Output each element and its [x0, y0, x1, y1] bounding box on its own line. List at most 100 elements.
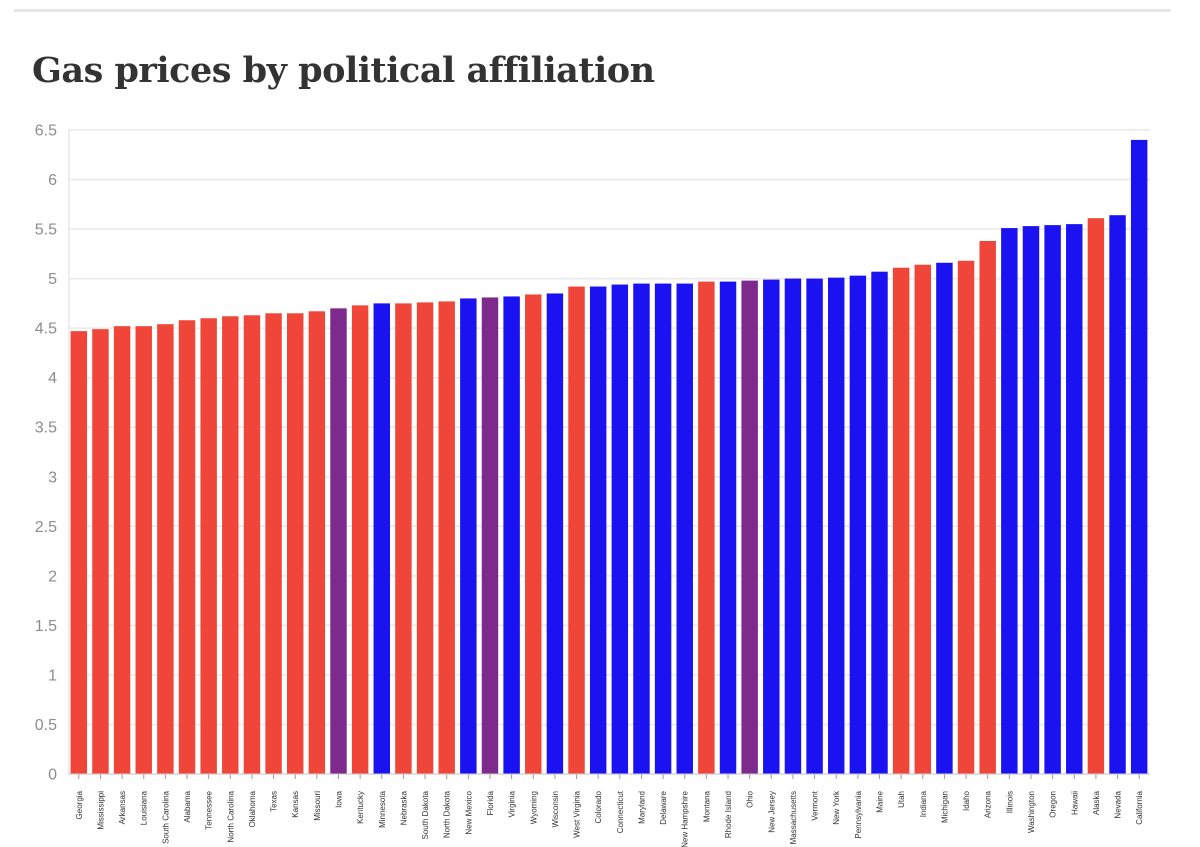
x-tick-label: Oregon — [1049, 791, 1058, 818]
x-tick-label: Iowa — [335, 790, 344, 807]
x-tick-label: Idaho — [962, 790, 971, 811]
bar — [178, 320, 196, 774]
y-tick-label: 2 — [48, 568, 57, 585]
y-tick-label: 3 — [48, 469, 57, 486]
bar — [1087, 218, 1105, 774]
x-tick-label: Massachusetts — [789, 791, 798, 844]
bar — [1022, 226, 1040, 774]
y-tick-label: 4 — [48, 370, 57, 387]
y-tick-label: 6.5 — [35, 123, 57, 140]
x-tick-label: Tennessee — [205, 790, 214, 829]
bar — [957, 260, 975, 775]
x-tick-label: Arkansas — [118, 791, 127, 824]
bar — [719, 281, 737, 774]
bar — [135, 326, 152, 774]
x-tick-label: Texas — [270, 791, 279, 812]
bar — [416, 302, 434, 774]
bar — [914, 264, 932, 774]
x-tick-label: New Mexico — [464, 790, 473, 834]
x-tick-label: Indiana — [919, 790, 928, 817]
bar — [633, 283, 650, 774]
bar — [438, 301, 455, 774]
x-tick-label: Virginia — [508, 790, 517, 817]
x-tick-label: Mississippi — [96, 791, 105, 830]
bar — [330, 308, 347, 774]
x-axis: Georgia Mississippi Arkansas Louisiana South… — [68, 773, 1150, 847]
x-tick-label: Rhode Island — [724, 791, 733, 838]
x-tick-label: Colorado — [594, 790, 603, 823]
bar — [1044, 225, 1061, 775]
y-axis: 0 0.5 1 1.5 2 2.5 3 3.5 4 4.5 5 5.5 6 6.5 — [35, 123, 70, 784]
bar — [611, 284, 629, 774]
x-tick-label: Oklahoma — [248, 790, 257, 827]
x-tick-label: Alabama — [183, 790, 192, 822]
y-tick-label: 2.5 — [35, 519, 57, 536]
bar — [784, 278, 802, 774]
y-tick-label: 3.5 — [35, 420, 57, 437]
bar — [222, 316, 239, 774]
x-tick-label: Montana — [702, 790, 711, 822]
x-tick-label: New Jersey — [767, 791, 776, 833]
bar — [460, 298, 477, 774]
bar — [286, 313, 304, 774]
x-tick-label: California — [1135, 790, 1144, 824]
x-tick-label: Utah — [897, 791, 906, 808]
bar — [525, 294, 542, 774]
bar — [806, 278, 823, 774]
x-tick-label: Nevada — [1114, 790, 1123, 818]
x-tick-label: Connecticut — [616, 790, 625, 833]
bar — [70, 331, 88, 774]
bar — [589, 286, 607, 774]
y-tick-label: 1.5 — [35, 618, 57, 635]
x-tick-label: Missouri — [313, 791, 322, 821]
y-tick-label: 6 — [48, 172, 57, 189]
x-tick-label: Ohio — [746, 790, 755, 807]
x-tick-label: South Carolina — [161, 790, 170, 843]
bar — [351, 305, 369, 774]
bar — [373, 303, 391, 774]
x-tick-label: Nebraska — [399, 790, 408, 825]
x-tick-label: Minnesota — [378, 790, 387, 827]
bar — [157, 324, 174, 774]
x-tick-label: Kansas — [291, 791, 300, 818]
x-tick-label: Arizona — [984, 790, 993, 818]
bar — [741, 280, 758, 774]
bar — [1001, 228, 1018, 774]
bar — [92, 329, 109, 774]
bar — [243, 315, 261, 774]
x-tick-label: West Virginia — [573, 790, 582, 837]
y-tick-label: 5 — [48, 271, 57, 288]
x-tick-label: Georgia — [75, 790, 84, 819]
bar — [481, 297, 499, 774]
bar — [936, 262, 953, 774]
bars — [70, 139, 1148, 775]
y-tick-label: 1 — [48, 667, 57, 684]
x-tick-label: New Hampshire — [681, 790, 690, 847]
bar — [1130, 139, 1148, 774]
bar — [849, 275, 867, 774]
bar — [395, 303, 412, 774]
x-tick-label: Illinois — [1005, 791, 1014, 813]
bar — [979, 240, 996, 774]
x-tick-label: New York — [832, 790, 841, 825]
x-tick-label: South Dakota — [421, 790, 430, 839]
bar — [568, 286, 585, 774]
top-rule — [14, 9, 1171, 12]
bar — [1109, 215, 1126, 774]
bar — [200, 318, 217, 774]
x-tick-label: Pennsylvania — [854, 790, 863, 838]
x-tick-label: Delaware — [659, 790, 668, 824]
bar — [698, 281, 715, 774]
x-tick-label: Kentucky — [356, 791, 365, 824]
x-tick-label: Maine — [876, 790, 885, 812]
bar — [546, 293, 564, 774]
x-tick-label: North Dakota — [443, 790, 452, 838]
chart-title: Gas prices by political affiliation — [32, 50, 655, 91]
bar — [676, 283, 693, 774]
y-tick-label: 5.5 — [35, 222, 57, 239]
bar — [892, 267, 910, 774]
y-tick-label: 0.5 — [35, 717, 57, 734]
x-tick-label: Louisiana — [140, 790, 149, 825]
y-tick-label: 4.5 — [35, 321, 57, 338]
